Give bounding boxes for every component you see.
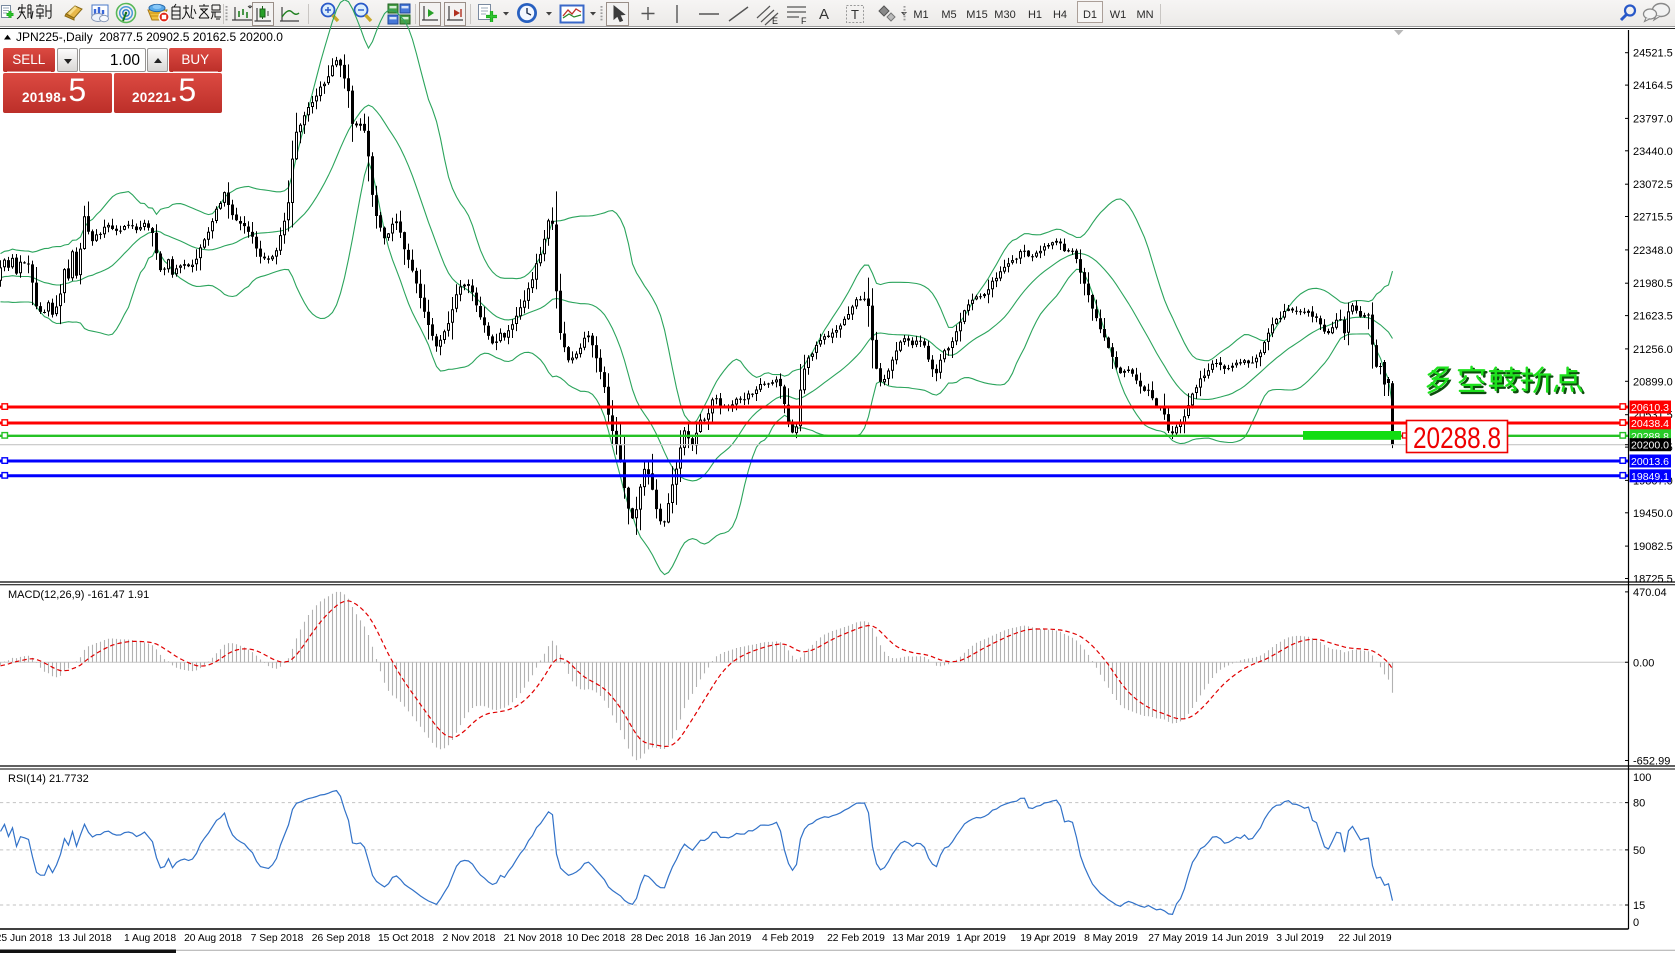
svg-text:M15: M15 xyxy=(966,9,987,21)
svg-text:21623.5: 21623.5 xyxy=(1633,311,1673,323)
svg-text:MN: MN xyxy=(1136,9,1153,21)
svg-text:4 Feb 2019: 4 Feb 2019 xyxy=(762,933,814,944)
svg-text:23440.0: 23440.0 xyxy=(1633,146,1673,158)
svg-text:80: 80 xyxy=(1633,798,1645,810)
svg-text:20200.0: 20200.0 xyxy=(1631,440,1669,452)
svg-text:16 Jan 2019: 16 Jan 2019 xyxy=(695,933,752,944)
svg-text:13 Jul 2018: 13 Jul 2018 xyxy=(58,933,112,944)
svg-text:19 Apr 2019: 19 Apr 2019 xyxy=(1020,933,1076,944)
svg-text:21980.5: 21980.5 xyxy=(1633,278,1673,290)
svg-text:W1: W1 xyxy=(1110,9,1127,21)
svg-text:2 Nov 2018: 2 Nov 2018 xyxy=(443,933,496,944)
svg-text:20013.6: 20013.6 xyxy=(1631,456,1669,468)
svg-text:24164.5: 24164.5 xyxy=(1633,80,1673,92)
svg-text:23797.0: 23797.0 xyxy=(1633,113,1673,125)
svg-text:25 Jun 2018: 25 Jun 2018 xyxy=(0,933,53,944)
svg-text:22348.0: 22348.0 xyxy=(1633,245,1673,257)
svg-text:15: 15 xyxy=(1633,900,1645,912)
svg-text:15 Oct 2018: 15 Oct 2018 xyxy=(378,933,434,944)
svg-text:M30: M30 xyxy=(994,9,1015,21)
svg-text:0: 0 xyxy=(1633,917,1639,929)
svg-text:19082.5: 19082.5 xyxy=(1633,541,1673,553)
svg-text:E: E xyxy=(772,16,778,26)
svg-text:M1: M1 xyxy=(913,9,928,21)
svg-text:100: 100 xyxy=(1633,772,1651,784)
svg-text:1 Aug 2018: 1 Aug 2018 xyxy=(124,933,176,944)
svg-text:JPN225-,Daily 20877.5 20902.5: JPN225-,Daily 20877.5 20902.5 20162.5 20… xyxy=(16,30,283,44)
svg-text:20438.4: 20438.4 xyxy=(1631,418,1669,430)
svg-text:MACD(12,26,9) -161.47 1.91: MACD(12,26,9) -161.47 1.91 xyxy=(8,589,149,601)
svg-text:20899.0: 20899.0 xyxy=(1633,376,1673,388)
svg-text:20288.8: 20288.8 xyxy=(1413,422,1501,455)
svg-text:13 Mar 2019: 13 Mar 2019 xyxy=(892,933,950,944)
svg-text:RSI(14) 21.7732: RSI(14) 21.7732 xyxy=(8,773,89,785)
svg-text:24521.5: 24521.5 xyxy=(1633,48,1673,60)
svg-text:27 May 2019: 27 May 2019 xyxy=(1148,933,1208,944)
svg-text:H1: H1 xyxy=(1028,9,1042,21)
svg-text:M5: M5 xyxy=(941,9,956,21)
svg-text:1 Apr 2019: 1 Apr 2019 xyxy=(956,933,1006,944)
svg-text:0.00: 0.00 xyxy=(1633,657,1654,669)
svg-text:21 Nov 2018: 21 Nov 2018 xyxy=(504,933,563,944)
svg-text:18725.5: 18725.5 xyxy=(1633,574,1673,586)
svg-text:19450.0: 19450.0 xyxy=(1633,508,1673,520)
svg-text:10 Dec 2018: 10 Dec 2018 xyxy=(567,933,626,944)
svg-text:28 Dec 2018: 28 Dec 2018 xyxy=(631,933,690,944)
svg-text:D1: D1 xyxy=(1083,9,1097,21)
svg-text:21256.0: 21256.0 xyxy=(1633,344,1673,356)
svg-text:22 Jul 2019: 22 Jul 2019 xyxy=(1338,933,1392,944)
svg-text:14 Jun 2019: 14 Jun 2019 xyxy=(1212,933,1269,944)
svg-text:50: 50 xyxy=(1633,845,1645,857)
svg-text:470.04: 470.04 xyxy=(1633,587,1667,599)
svg-text:T: T xyxy=(851,7,859,22)
svg-text:F: F xyxy=(801,16,807,26)
svg-text:20610.3: 20610.3 xyxy=(1631,402,1669,414)
svg-text:20 Aug 2018: 20 Aug 2018 xyxy=(184,933,242,944)
svg-text:22715.5: 22715.5 xyxy=(1633,212,1673,224)
svg-text:7 Sep 2018: 7 Sep 2018 xyxy=(251,933,304,944)
svg-text:A: A xyxy=(819,6,829,23)
svg-text:H4: H4 xyxy=(1053,9,1067,21)
svg-text:3 Jul 2019: 3 Jul 2019 xyxy=(1276,933,1324,944)
svg-text:-652.99: -652.99 xyxy=(1633,756,1670,768)
svg-text:22 Feb 2019: 22 Feb 2019 xyxy=(827,933,885,944)
svg-text:26 Sep 2018: 26 Sep 2018 xyxy=(312,933,371,944)
svg-text:23072.5: 23072.5 xyxy=(1633,179,1673,191)
svg-text:19849.1: 19849.1 xyxy=(1631,471,1669,483)
svg-text:8 May 2019: 8 May 2019 xyxy=(1084,933,1138,944)
